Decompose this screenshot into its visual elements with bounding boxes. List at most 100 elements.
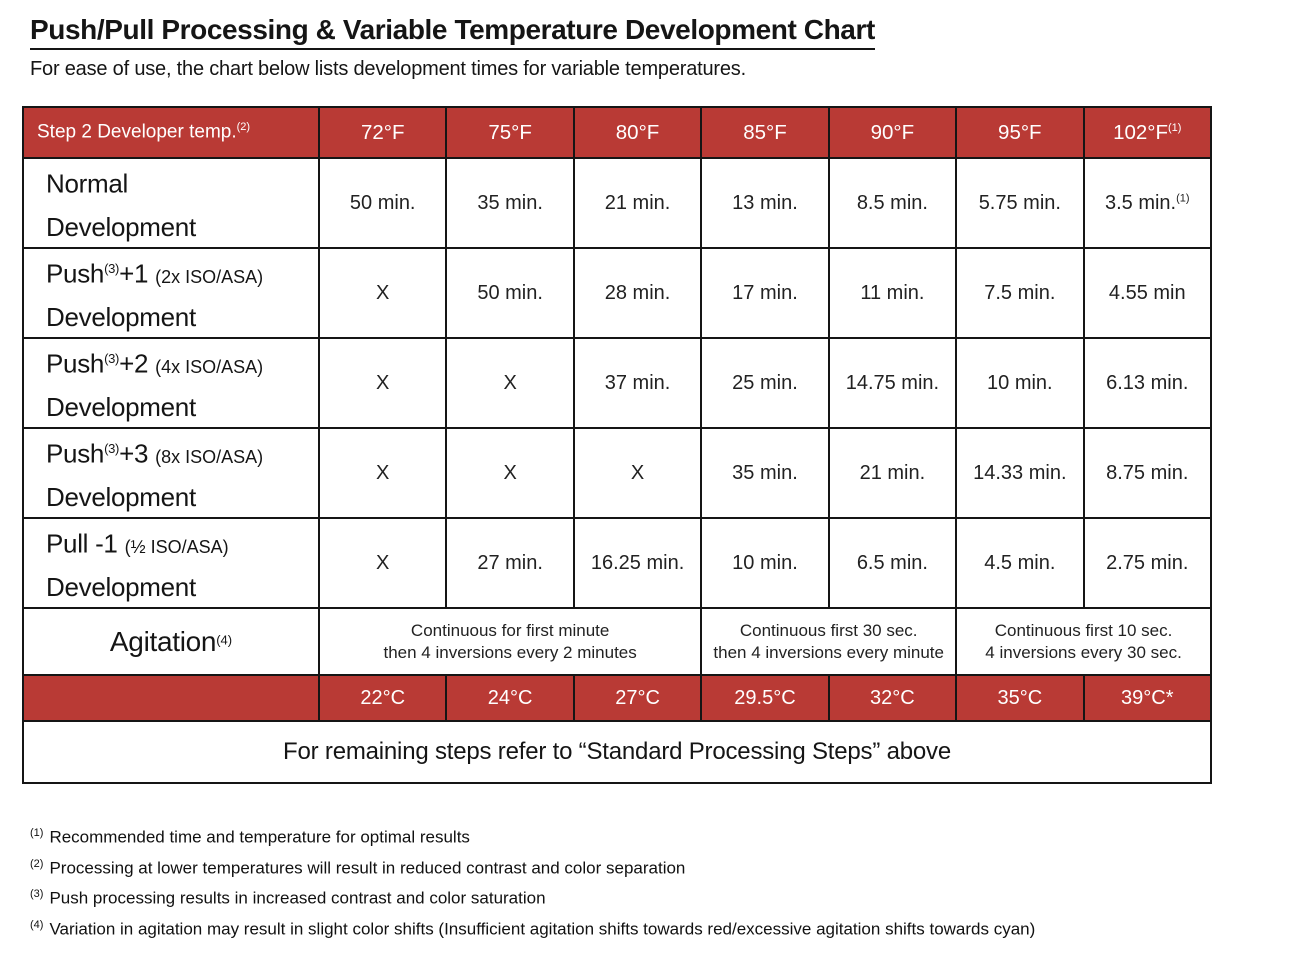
footnote-text: Recommended time and temperature for opt… — [49, 827, 470, 847]
row-label-line2: Development — [46, 301, 196, 332]
cell-value: 28 min. — [572, 247, 703, 339]
cell-value: 35 min. — [700, 427, 830, 519]
agitation-label-cell: Agitation(4) — [22, 607, 320, 676]
agitation-text-line2: then 4 inversions every minute — [713, 642, 944, 662]
row-label-line2: Development — [46, 481, 196, 512]
row-label-sup: (3) — [104, 441, 120, 457]
agitation-span-low-temps: Continuous for first minute then 4 inver… — [317, 607, 703, 676]
footnote-3: (3) Push processing results in increased … — [30, 881, 1291, 912]
cell-value: X — [445, 427, 575, 519]
temp-label: 85°F — [743, 120, 787, 144]
row-label-line2: Development — [46, 211, 196, 242]
cell-value: 5.75 min. — [955, 157, 1085, 249]
header-temp-95f: 95°F — [955, 106, 1085, 159]
cell-value: 6.13 min. — [1082, 337, 1213, 429]
header-row: Step 2 Developer temp.(2) 72°F 75°F 80°F… — [22, 106, 1213, 159]
row-label-sup: (3) — [104, 351, 120, 367]
header-step2-developer-temp: Step 2 Developer temp.(2) — [22, 106, 320, 159]
cell-value: 11 min. — [827, 247, 958, 339]
page-title: Push/Pull Processing & Variable Temperat… — [30, 14, 875, 50]
agitation-span-high-temps: Continuous first 10 sec. 4 inversions ev… — [955, 607, 1212, 676]
cell-value-text: 2.75 min. — [1106, 551, 1189, 574]
cell-value: 14.33 min. — [955, 427, 1085, 519]
footnote-marker: (3) — [30, 888, 44, 901]
table-row-normal: Normal Development 50 min. 35 min. 21 mi… — [22, 157, 1213, 249]
cell-value: 35 min. — [445, 157, 575, 249]
cell-value: 8.5 min. — [827, 157, 958, 249]
row-label-prefix: Normal — [46, 168, 128, 199]
row-label-prefix: Pull -1 — [46, 528, 118, 559]
cell-value: 8.75 min. — [1082, 427, 1213, 519]
footnotes: (1) Recommended time and temperature for … — [30, 820, 1291, 943]
agitation-text-line2: then 4 inversions every 2 minutes — [383, 642, 637, 662]
row-label-prefix: Push — [46, 258, 105, 289]
footnote-2: (2) Processing at lower temperatures will… — [30, 851, 1291, 882]
agitation-label: Agitation — [109, 625, 217, 657]
celsius-row: 22°C 24°C 27°C 29.5°C 32°C 35°C 39°C* — [22, 674, 1213, 722]
header-step2-label: Step 2 Developer temp. — [37, 121, 237, 143]
cell-value: X — [317, 427, 448, 519]
table-row-push3: Push(3)+3 (8x ISO/ASA) Development X X X … — [22, 427, 1213, 519]
row-label-normal: Normal Development — [22, 157, 320, 249]
agitation-span-mid-temps: Continuous first 30 sec. then 4 inversio… — [700, 607, 958, 676]
cell-sup: (1) — [1176, 191, 1190, 204]
row-label-suffix: +2 — [119, 348, 149, 379]
cell-value: 37 min. — [572, 337, 703, 429]
cell-value: 4.55 min — [1082, 247, 1213, 339]
footnote-marker: (4) — [30, 918, 44, 931]
header-temp-102f: 102°F(1) — [1082, 106, 1213, 159]
agitation-text-line1: Continuous first 10 sec. — [994, 620, 1173, 640]
cell-value: 50 min. — [445, 247, 575, 339]
cell-value: 50 min. — [317, 157, 448, 249]
cell-value: 21 min. — [827, 427, 958, 519]
cell-value: X — [445, 337, 575, 429]
footnote-marker: (2) — [30, 857, 44, 870]
cell-value: 10 min. — [955, 337, 1085, 429]
footnote-text: Variation in agitation may result in sli… — [49, 919, 1036, 939]
header-temp-85f: 85°F — [700, 106, 830, 159]
row-label-push2: Push(3)+2 (4x ISO/ASA) Development — [22, 337, 320, 429]
temp-label: 90°F — [870, 120, 915, 144]
cell-value: 27 min. — [445, 517, 575, 609]
celsius-empty-cell — [22, 674, 320, 722]
temp-label: 95°F — [998, 120, 1042, 144]
cell-value: 25 min. — [700, 337, 830, 429]
row-label-paren: (4x ISO/ASA) — [155, 356, 264, 377]
row-label-paren: (2x ISO/ASA) — [155, 266, 264, 287]
temp-label: 80°F — [615, 120, 660, 144]
table-row-push1: Push(3)+1 (2x ISO/ASA) Development X 50 m… — [22, 247, 1213, 339]
cell-value: 4.5 min. — [955, 517, 1085, 609]
temp-label: 75°F — [488, 120, 532, 144]
celsius-temp-39c: 39°C* — [1082, 674, 1213, 722]
celsius-temp-24c: 24°C — [445, 674, 575, 722]
cell-value: X — [317, 247, 448, 339]
cell-value: X — [317, 517, 448, 609]
celsius-temp-22c: 22°C — [317, 674, 448, 722]
header-temp-80f: 80°F — [572, 106, 703, 159]
cell-value: 3.5 min.(1) — [1082, 157, 1213, 249]
cell-value: 17 min. — [700, 247, 830, 339]
footer-row: For remaining steps refer to “Standard P… — [22, 720, 1212, 784]
temp-label: 102°F — [1113, 120, 1168, 144]
footnote-marker: (1) — [30, 827, 44, 839]
footer-note: For remaining steps refer to “Standard P… — [22, 720, 1212, 784]
cell-value-text: 6.13 min. — [1106, 371, 1189, 394]
page-subtitle: For ease of use, the chart below lists d… — [30, 58, 746, 80]
row-label-suffix: +3 — [119, 438, 149, 469]
cell-value-text: 8.75 min. — [1106, 461, 1189, 484]
cell-value: 14.75 min. — [827, 337, 958, 429]
cell-value: 13 min. — [700, 157, 830, 249]
cell-value: 2.75 min. — [1082, 517, 1213, 609]
agitation-text-line2: 4 inversions every 30 sec. — [985, 642, 1182, 662]
cell-value: X — [317, 337, 448, 429]
temp-sup: (1) — [1168, 121, 1182, 134]
cell-value: 16.25 min. — [572, 517, 703, 609]
cell-value: X — [572, 427, 703, 519]
footnote-text: Push processing results in increased con… — [49, 888, 546, 908]
header-temp-90f: 90°F — [827, 106, 958, 159]
agitation-label-sup: (4) — [216, 632, 233, 648]
row-label-push1: Push(3)+1 (2x ISO/ASA) Development — [22, 247, 320, 339]
row-label-line1: Normal — [46, 159, 318, 207]
row-label-paren: (½ ISO/ASA) — [124, 536, 229, 557]
